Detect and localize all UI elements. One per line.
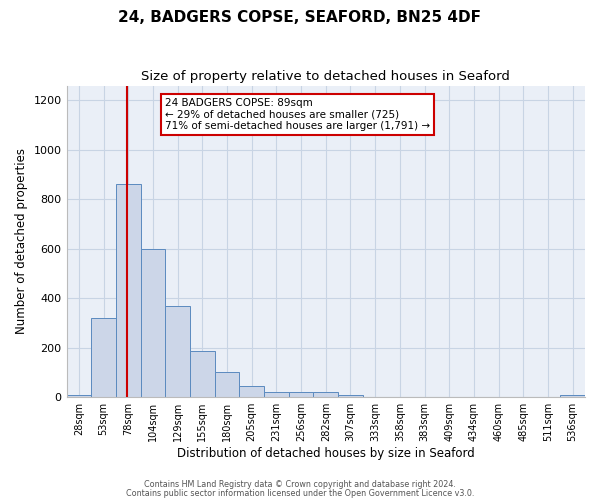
Text: 24 BADGERS COPSE: 89sqm
← 29% of detached houses are smaller (725)
71% of semi-d: 24 BADGERS COPSE: 89sqm ← 29% of detache… [165,98,430,131]
Y-axis label: Number of detached properties: Number of detached properties [15,148,28,334]
Text: 24, BADGERS COPSE, SEAFORD, BN25 4DF: 24, BADGERS COPSE, SEAFORD, BN25 4DF [119,10,482,25]
Bar [67,394,91,397]
Title: Size of property relative to detached houses in Seaford: Size of property relative to detached ho… [142,70,510,83]
Bar [140,249,165,397]
Bar [239,386,264,397]
Bar [313,392,338,397]
Bar [289,392,313,397]
Bar [91,318,116,397]
Bar [215,372,239,397]
Bar [560,395,585,397]
Bar [338,395,363,397]
Bar [165,306,190,397]
Text: Contains public sector information licensed under the Open Government Licence v3: Contains public sector information licen… [126,488,474,498]
Text: Contains HM Land Registry data © Crown copyright and database right 2024.: Contains HM Land Registry data © Crown c… [144,480,456,489]
X-axis label: Distribution of detached houses by size in Seaford: Distribution of detached houses by size … [177,447,475,460]
Bar [190,352,215,397]
Bar [116,184,140,397]
Bar [264,392,289,397]
